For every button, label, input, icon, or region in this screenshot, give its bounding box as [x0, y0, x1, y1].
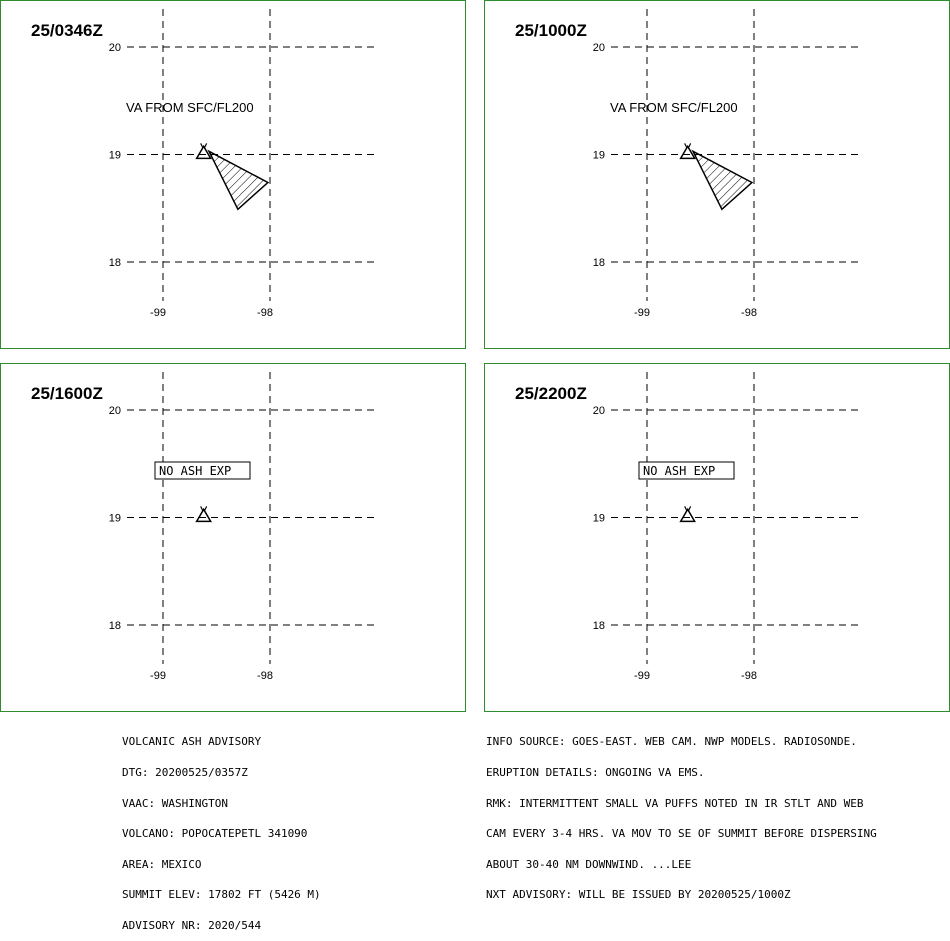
ash-cloud-polygon: [691, 149, 754, 211]
latitude-label: 19: [109, 150, 121, 162]
volcano-triangle-icon: [679, 506, 696, 523]
advisory-line: DTG: 20200525/0357Z: [122, 766, 248, 779]
svg-text:NO ASH EXP: NO ASH EXP: [643, 464, 715, 478]
longitude-label: -99: [634, 307, 650, 319]
no-ash-expected-box: NO ASH EXP: [638, 461, 735, 480]
latitude-label: 18: [593, 257, 605, 269]
panel-valid-time: 25/1000Z: [515, 21, 587, 40]
forecast-panel-1600z: 25/1600Z 20 19 18 -99 -98 NO ASH EXP: [0, 363, 466, 712]
latitude-label: 18: [109, 620, 121, 632]
advisory-line: VOLCANO: POPOCATEPETL 341090: [122, 827, 308, 841]
advisory-line: ADVISORY NR: 2020/544: [122, 918, 262, 932]
advisory-remarks-block: INFO SOURCE: GOES-EAST. WEB CAM. NWP MOD…: [486, 717, 877, 911]
longitude-label: -99: [634, 670, 650, 682]
longitude-label: -99: [150, 307, 166, 319]
ash-height-label: VA FROM SFC/FL200: [126, 100, 254, 115]
latitude-label: 20: [593, 405, 605, 417]
advisory-line: SUMMIT ELEV: 17802 FT (5426 M): [122, 888, 321, 902]
map-canvas: 25/2200Z 20 19 18 -99 -98 NO ASH EXP: [515, 372, 861, 682]
remarks-line: CAM EVERY 3-4 HRS. VA MOV TO SE OF SUMMI…: [486, 827, 877, 841]
advisory-line: VAAC: WASHINGTON: [122, 796, 228, 810]
latitude-label: 20: [593, 42, 605, 54]
volcano-triangle-icon: [195, 506, 212, 523]
map-canvas: 25/0346Z 20 19 18 -99 -98 VA FROM SFC/FL200: [31, 9, 377, 319]
remarks-line: RMK: INTERMITTENT SMALL VA PUFFS NOTED I…: [486, 796, 864, 810]
latitude-label: 20: [109, 42, 121, 54]
longitude-label: -99: [150, 670, 166, 682]
panel-valid-time: 25/2200Z: [515, 384, 587, 403]
latitude-label: 18: [109, 257, 121, 269]
panel-valid-time: 25/0346Z: [31, 21, 103, 40]
forecast-panel-2200z: 25/2200Z 20 19 18 -99 -98 NO ASH EXP: [484, 363, 950, 712]
advisory-line: AREA: MEXICO: [122, 857, 202, 871]
remarks-line: INFO SOURCE: GOES-EAST. WEB CAM. NWP MOD…: [486, 735, 857, 749]
latitude-label: 19: [593, 513, 605, 525]
ash-height-label: VA FROM SFC/FL200: [610, 100, 738, 115]
remarks-line: ERUPTION DETAILS: ONGOING VA EMS.: [486, 766, 705, 779]
latitude-label: 19: [109, 513, 121, 525]
longitude-label: -98: [257, 670, 273, 682]
latitude-label: 20: [109, 405, 121, 417]
map-canvas: 25/1000Z 20 19 18 -99 -98 VA FROM SFC/FL200: [515, 9, 861, 319]
remarks-line: ABOUT 30-40 NM DOWNWIND. ...LEE: [486, 857, 692, 871]
panel-valid-time: 25/1600Z: [31, 384, 103, 403]
longitude-label: -98: [741, 307, 757, 319]
remarks-line: NXT ADVISORY: WILL BE ISSUED BY 20200525…: [486, 888, 791, 902]
latitude-label: 19: [593, 150, 605, 162]
forecast-panel-0346z: 25/0346Z 20 19 18 -99 -98 VA FROM SFC/FL200: [0, 0, 466, 349]
volcano-triangle-icon: [195, 143, 212, 160]
svg-text:NO ASH EXP: NO ASH EXP: [159, 464, 231, 478]
map-canvas: 25/1600Z 20 19 18 -99 -98 NO ASH EXP: [31, 372, 377, 682]
advisory-line: VOLCANIC ASH ADVISORY: [122, 735, 262, 749]
longitude-label: -98: [257, 307, 273, 319]
latitude-label: 18: [593, 620, 605, 632]
volcano-triangle-icon: [679, 143, 696, 160]
ash-cloud-polygon: [207, 149, 270, 211]
no-ash-expected-box: NO ASH EXP: [154, 461, 251, 480]
advisory-header-block: VOLCANIC ASH ADVISORY DTG: 20200525/0357…: [122, 717, 321, 941]
longitude-label: -98: [741, 670, 757, 682]
forecast-panel-1000z: 25/1000Z 20 19 18 -99 -98 VA FROM SFC/FL200: [484, 0, 950, 349]
